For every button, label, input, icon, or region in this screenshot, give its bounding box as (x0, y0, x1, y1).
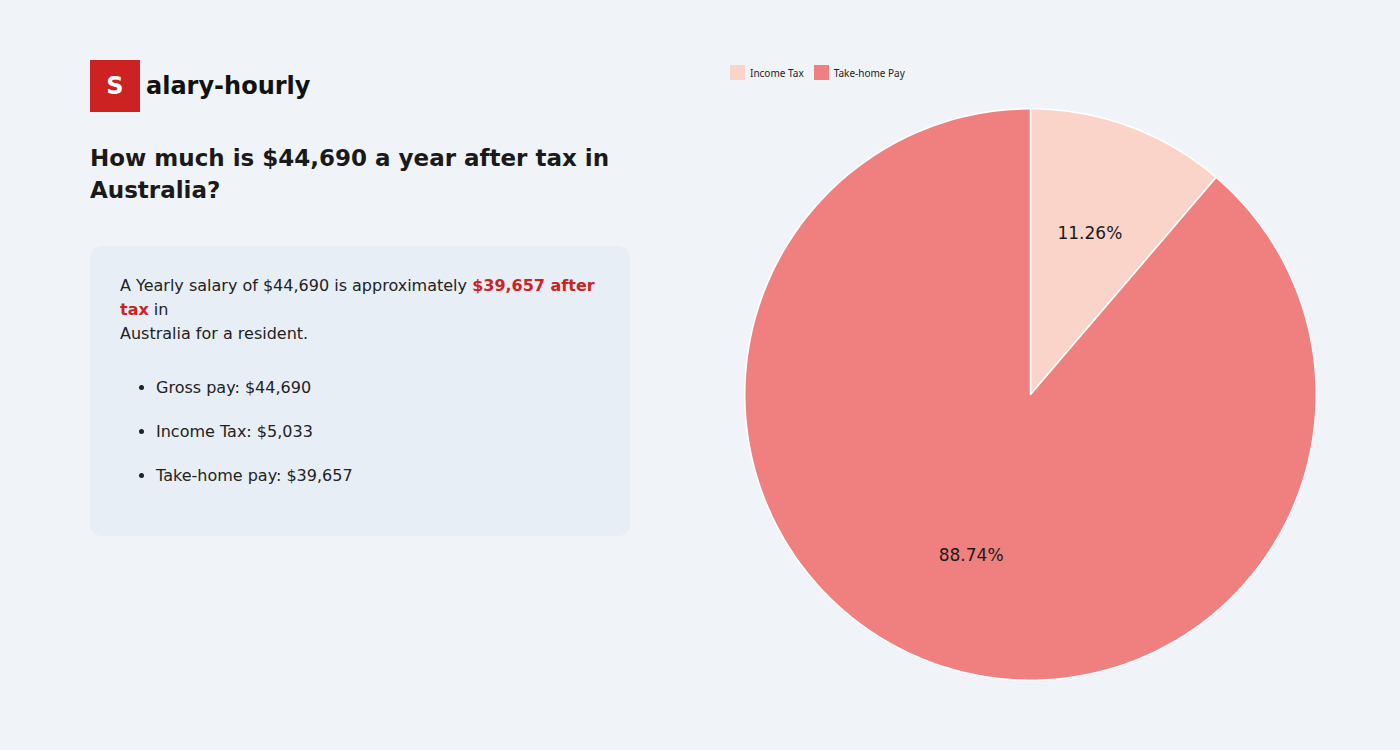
html-text:Australia for a resident.: Australia for a resident. (120, 324, 309, 344)
html-text:Take-home Pay: Take-home Pay (833, 65, 905, 80)
html-text:Gross pay: $44,690: Gross pay: $44,690 (156, 378, 312, 398)
html-text:A Yearly salary of $44,690 is: A Yearly salary of $44,690 is approximat… (120, 276, 595, 320)
svg-text:11.26%: 11.26% (1057, 223, 1122, 243)
html-text:Income Tax: $5,033: Income Tax: $5,033 (156, 422, 313, 442)
html-text:Take-home pay: $39,657: Take-home pay: $39,657 (156, 466, 353, 486)
svg-text:88.74%: 88.74% (939, 545, 1004, 565)
html-text:alary-hourly: alary-hourly (146, 72, 311, 100)
html-text:How much is $44,690 a year aft: How much is $44,690 a year after tax in … (90, 145, 610, 204)
html-text:Income Tax: Income Tax (750, 65, 804, 80)
html-text:S: S (106, 72, 124, 100)
